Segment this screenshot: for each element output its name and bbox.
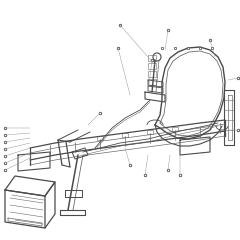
Bar [148, 71, 156, 77]
Bar [148, 55, 156, 61]
Bar [172, 127, 178, 131]
Bar [97, 136, 103, 140]
Bar [147, 130, 153, 134]
Bar [148, 63, 156, 69]
Bar [148, 79, 156, 85]
Bar [122, 133, 128, 137]
